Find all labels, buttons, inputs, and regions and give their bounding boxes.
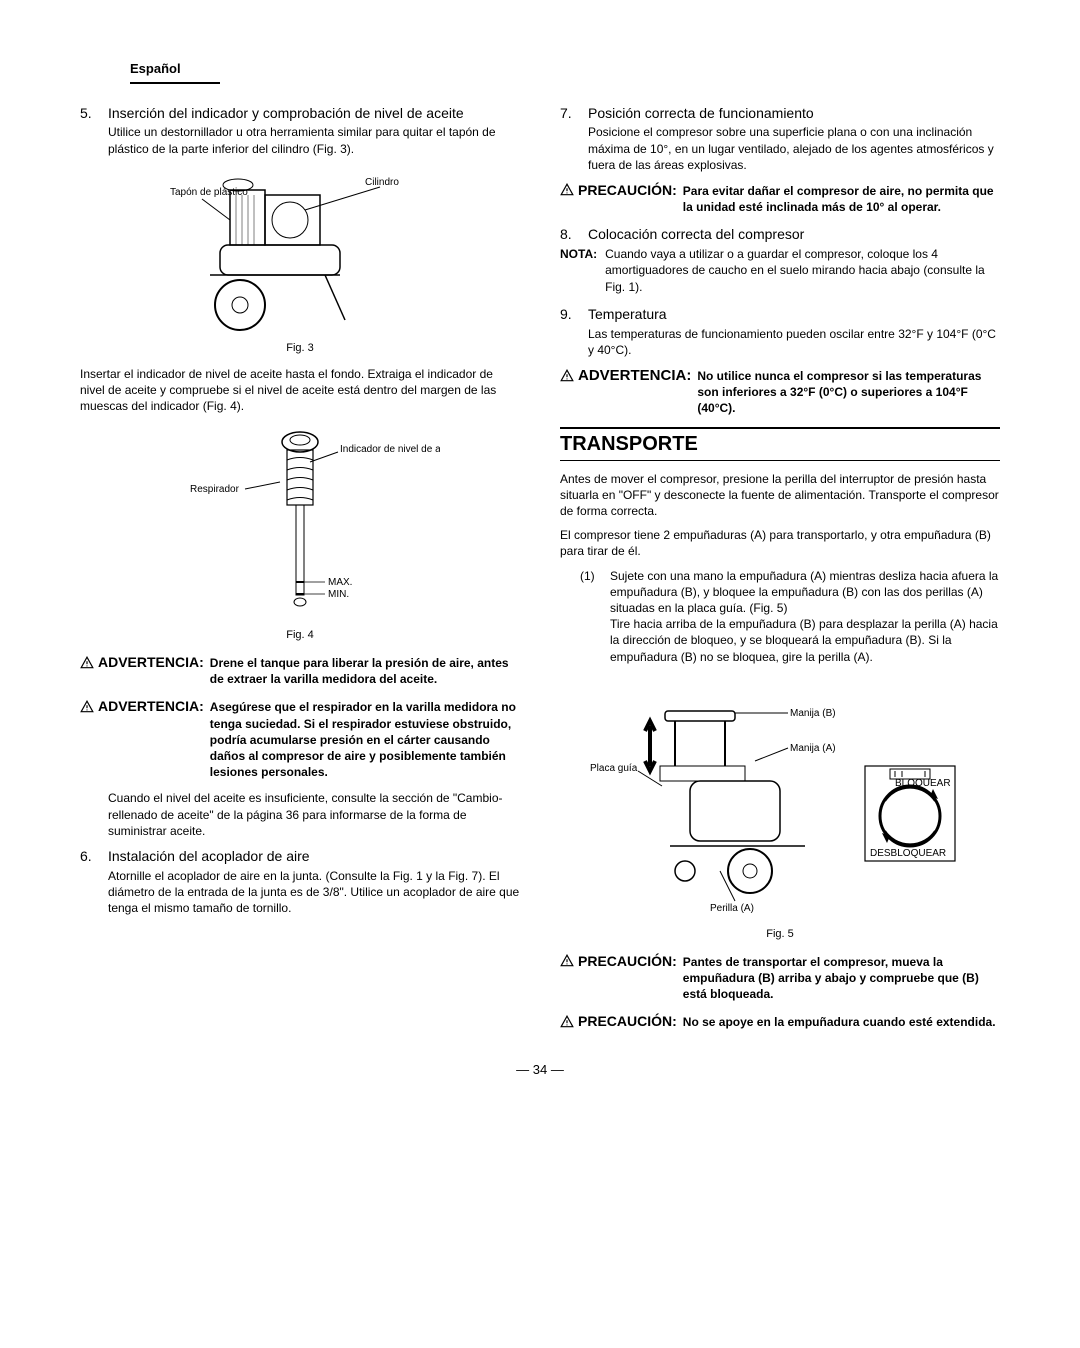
warning-icon <box>80 656 94 670</box>
figure-5: Manija (B) Manija (A) Placa guía BLOQUEA… <box>590 671 970 921</box>
caution-label-text: PRECAUCIÓN: <box>578 181 677 200</box>
warning-body: No utilice nunca el compresor si las tem… <box>697 366 1000 417</box>
section-9-body: Las temperaturas de funcionamiento puede… <box>588 326 1000 358</box>
fig3-caption: Fig. 3 <box>80 341 520 356</box>
warning-2: ADVERTENCIA: Asegúrese que el respirador… <box>80 697 520 780</box>
caution-t1: PRECAUCIÓN: Pantes de transportar el com… <box>560 952 1000 1003</box>
caution-label-text: PRECAUCIÓN: <box>578 1012 677 1031</box>
warning-label: ADVERTENCIA: <box>560 366 691 386</box>
section-title: Instalación del acoplador de aire <box>108 847 310 866</box>
section-5-body: Utilice un destornillador u otra herrami… <box>108 124 520 156</box>
section-6-heading: 6. Instalación del acoplador de aire <box>80 847 520 866</box>
warning-icon <box>80 700 94 714</box>
caution-body: Pantes de transportar el compresor, muev… <box>683 952 1000 1003</box>
fig5-label-desbloquear: DESBLOQUEAR <box>870 848 946 859</box>
transport-body1: Antes de mover el compresor, presione la… <box>560 471 1000 520</box>
figure-3: Tapón de plástico Cilindro <box>160 165 440 335</box>
fig3-label-tapon: Tapón de plástico <box>170 187 248 198</box>
right-column: 7. Posición correcta de funcionamiento P… <box>560 104 1000 1041</box>
fig5-caption: Fig. 5 <box>560 927 1000 942</box>
nota-body: Cuando vaya a utilizar o a guardar el co… <box>605 246 1000 295</box>
fig4-label-indic: Indicador de nivel de aceite <box>340 444 440 455</box>
section-7-body: Posicione el compresor sobre una superfi… <box>588 124 1000 173</box>
warning-label-text: ADVERTENCIA: <box>578 366 691 386</box>
item-paren: (1) <box>580 568 602 665</box>
warning-label-text: ADVERTENCIA: <box>98 697 204 716</box>
section-num: 5. <box>80 104 98 123</box>
fig5-label-placa: Placa guía <box>590 763 638 774</box>
fig3-label-cilindro: Cilindro <box>365 177 399 188</box>
section-title: Posición correcta de funcionamiento <box>588 104 814 123</box>
caution-label: PRECAUCIÓN: <box>560 1012 677 1031</box>
warning-1: ADVERTENCIA: Drene el tanque para libera… <box>80 653 520 687</box>
section-5-body2: Insertar el indicador de nivel de aceite… <box>80 366 520 415</box>
warning-label: ADVERTENCIA: <box>80 653 204 672</box>
fig4-label-max: MAX. <box>328 577 352 588</box>
item-body: Sujete con una mano la empuñadura (A) mi… <box>610 568 1000 665</box>
fig4-caption: Fig. 4 <box>80 628 520 643</box>
fig4-label-resp: Respirador <box>190 484 240 495</box>
fig5-label-manijaB: Manija (B) <box>790 708 836 719</box>
section-num: 7. <box>560 104 578 123</box>
caution-t2: PRECAUCIÓN: No se apoye en la empuñadura… <box>560 1012 1000 1031</box>
nota-label: NOTA: <box>560 246 597 295</box>
warning-icon <box>560 1015 574 1029</box>
warning-icon <box>560 954 574 968</box>
section-5-heading: 5. Inserción del indicador y comprobació… <box>80 104 520 123</box>
section-title: Colocación correcta del compresor <box>588 225 804 244</box>
section-title: Temperatura <box>588 305 667 324</box>
transport-item1: (1) Sujete con una mano la empuñadura (A… <box>580 568 1000 665</box>
transport-header: TRANSPORTE <box>560 427 1000 461</box>
warning-body: Drene el tanque para liberar la presión … <box>210 653 520 687</box>
caution-label: PRECAUCIÓN: <box>560 181 677 200</box>
figure-4: Respirador Indicador de nivel de aceite … <box>160 422 440 622</box>
warning-icon <box>560 369 574 383</box>
page-footer: — 34 — <box>80 1061 1000 1079</box>
section-num: 8. <box>560 225 578 244</box>
language-label: Español <box>130 61 181 76</box>
section-6-body: Atornille el acoplador de aire en la jun… <box>108 868 520 917</box>
left-column: 5. Inserción del indicador y comprobació… <box>80 104 520 1041</box>
section-num: 9. <box>560 305 578 324</box>
section-5-body3: Cuando el nivel del aceite es insuficien… <box>108 790 520 839</box>
section-9-heading: 9. Temperatura <box>560 305 1000 324</box>
section-title: Inserción del indicador y comprobación d… <box>108 104 464 123</box>
warning-label: ADVERTENCIA: <box>80 697 204 716</box>
warning-label-text: ADVERTENCIA: <box>98 653 204 672</box>
caution-label: PRECAUCIÓN: <box>560 952 677 971</box>
fig5-label-manijaA: Manija (A) <box>790 743 836 754</box>
fig4-label-min: MIN. <box>328 589 349 600</box>
section-7-heading: 7. Posición correcta de funcionamiento <box>560 104 1000 123</box>
caution-body: Para evitar dañar el compresor de aire, … <box>683 181 1000 215</box>
page-header: Español <box>130 60 220 84</box>
fig5-label-perilla: Perilla (A) <box>710 903 754 914</box>
nota-8: NOTA: Cuando vaya a utilizar o a guardar… <box>560 246 1000 295</box>
caution-body: No se apoye en la empuñadura cuando esté… <box>683 1012 996 1030</box>
warning-icon <box>560 183 574 197</box>
content-columns: 5. Inserción del indicador y comprobació… <box>80 104 1000 1041</box>
section-num: 6. <box>80 847 98 866</box>
section-8-heading: 8. Colocación correcta del compresor <box>560 225 1000 244</box>
warning-body: Asegúrese que el respirador en la varill… <box>210 697 520 780</box>
caution-7: PRECAUCIÓN: Para evitar dañar el compres… <box>560 181 1000 215</box>
transport-body2: El compresor tiene 2 empuñaduras (A) par… <box>560 527 1000 559</box>
caution-label-text: PRECAUCIÓN: <box>578 952 677 971</box>
warning-9: ADVERTENCIA: No utilice nunca el compres… <box>560 366 1000 417</box>
